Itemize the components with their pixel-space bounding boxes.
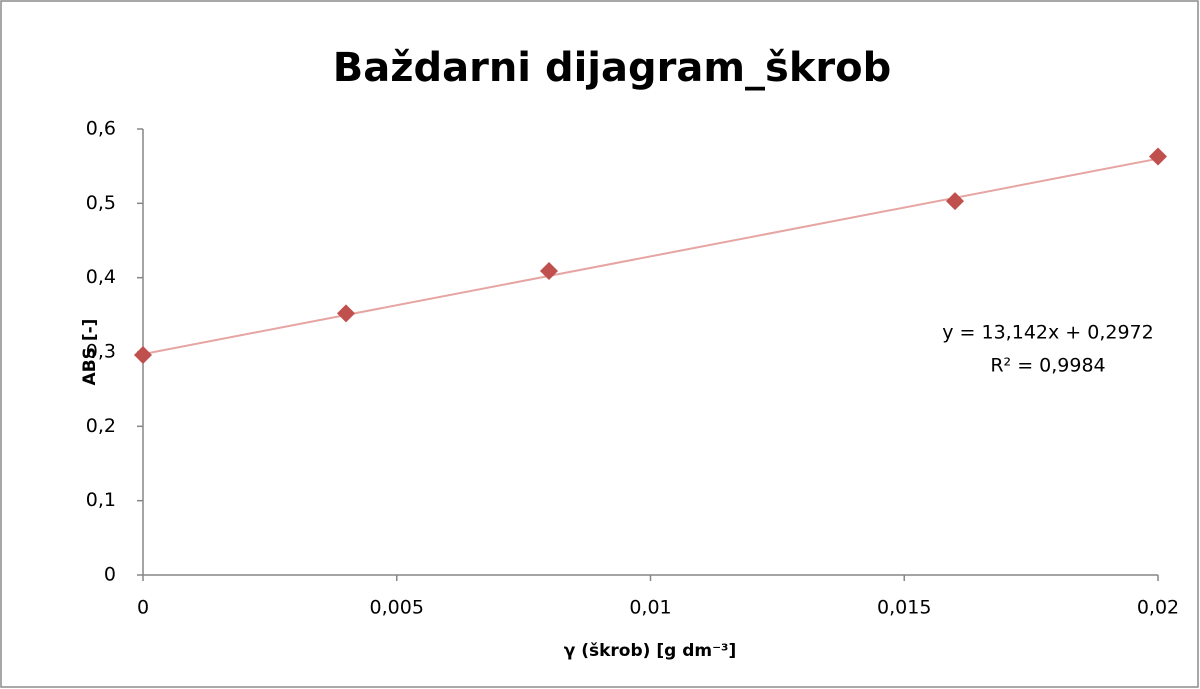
data-point [337,304,355,323]
trendline-equation: y = 13,142x + 0,2972 [942,322,1153,344]
x-tick-label: 0,01 [629,597,671,619]
trendline [142,157,1159,356]
data-point [540,261,558,280]
data-point [1149,147,1167,166]
data-point [134,345,152,364]
x-tick-label: 0,015 [877,597,931,619]
y-tick-label: 0,5 [86,192,116,214]
x-tick-label: 0 [137,597,149,619]
y-tick-label: 0 [104,564,116,586]
y-tick-label: 0,3 [86,341,116,363]
y-tick-label: 0,2 [86,415,116,437]
data-point [946,192,964,211]
x-tick-label: 0,02 [1137,597,1179,619]
x-axis-label: γ (škrob) [g dm⁻³] [564,641,737,661]
y-tick-label: 0,4 [86,266,116,288]
y-axis-label: ABS [-] [80,319,100,386]
x-tick-label: 0,005 [370,597,424,619]
y-tick-label: 0,1 [86,489,116,511]
annotation: R² = 0,9984 [990,355,1105,377]
chart-title: Baždarni dijagram_škrob [333,45,892,91]
y-tick-label: 0,6 [86,118,116,140]
